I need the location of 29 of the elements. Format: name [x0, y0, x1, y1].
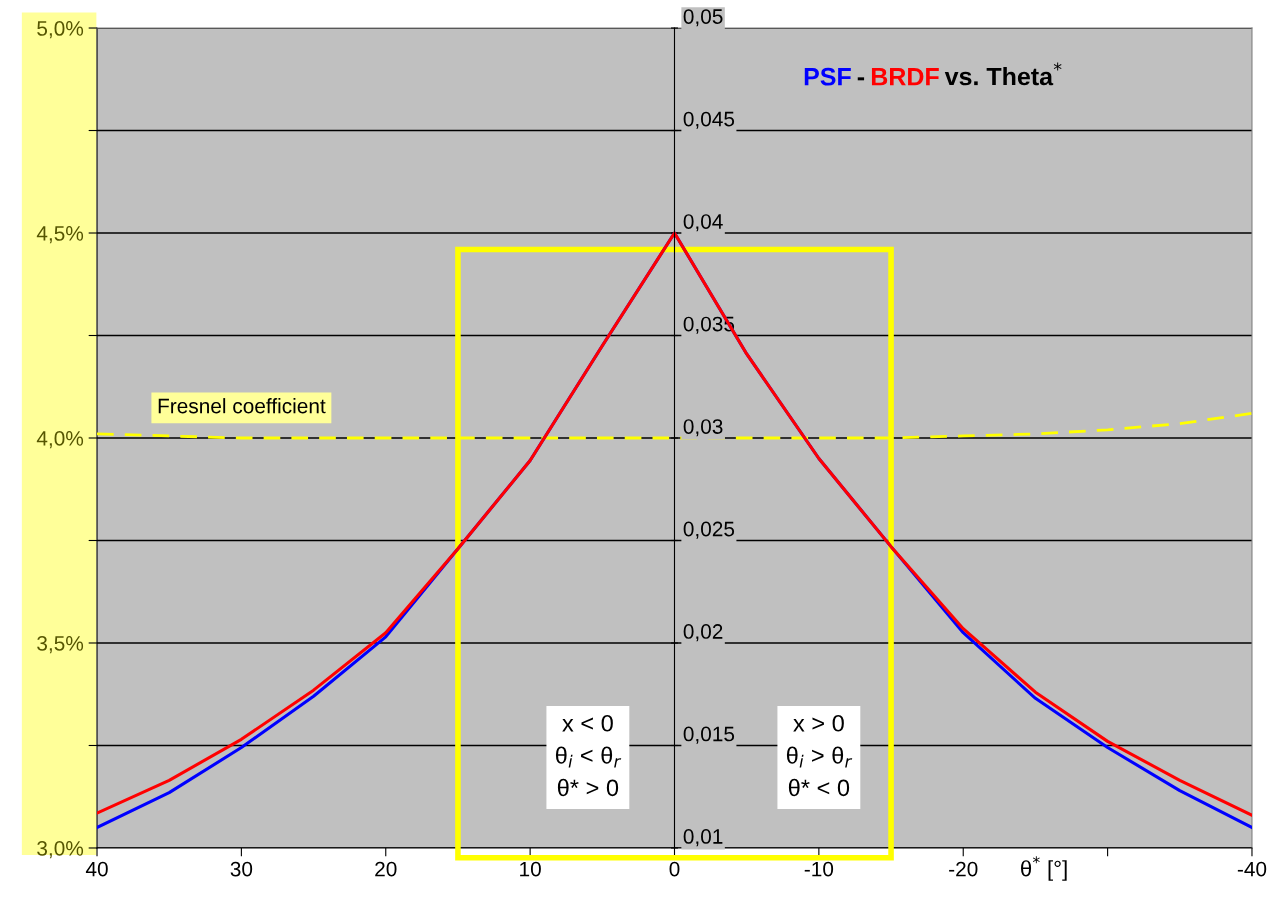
y-tick-label: 3,0% [37, 840, 84, 859]
x-tick-label: 40 [85, 861, 108, 877]
x-tick-label: 10 [520, 861, 541, 877]
y2-tick-label: 0,01 [683, 829, 723, 847]
y-tick-label: 3,5% [37, 635, 84, 654]
y-tick-label: 4,5% [36, 226, 84, 244]
y2-tick-label: 0,025 [683, 521, 735, 539]
x-tick-label: -20 [949, 861, 978, 877]
text: BRDF [871, 68, 939, 86]
y2-tick-label: 0,03 [683, 419, 723, 437]
x-tick-label: 30 [230, 861, 253, 877]
x-axis-title: θ$^{*}$ [°] [1021, 856, 1067, 881]
annotation: x > 0 θ$_{i}$ > θ$_{r}$ θ* < 0 [786, 714, 853, 797]
y2-tick-label: 0,04 [683, 214, 723, 232]
text: vs. Theta$^{*}$ [944, 62, 1062, 86]
annotation: - [857, 77, 865, 81]
y-tick-label: 4,0% [36, 431, 84, 449]
text: PSF [804, 67, 851, 86]
x-tick-label: 0 [669, 861, 680, 877]
annotation: x < 0 θ$_{i}$ < θ$_{r}$ θ* > 0 [555, 714, 622, 797]
annotation: Fresnel coefficient [158, 398, 326, 414]
y2-tick-label: 0,02 [683, 624, 723, 642]
x-tick-label: 20 [375, 861, 397, 877]
y2-tick-label: 0,045 [683, 111, 735, 129]
y2-tick-label: 0,05 [683, 9, 723, 27]
y2-tick-label: 0,015 [683, 726, 735, 744]
y-tick-label: 5,0% [37, 21, 84, 39]
x-tick-label: -40 [1237, 861, 1267, 877]
x-tick-label: -10 [804, 861, 834, 877]
